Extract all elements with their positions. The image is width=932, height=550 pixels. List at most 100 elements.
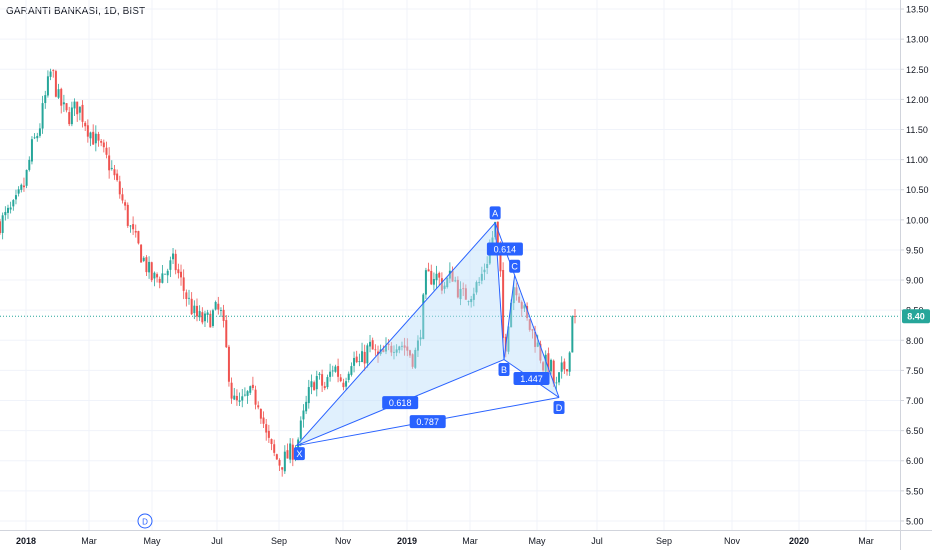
candle-body: [238, 400, 241, 402]
candle-up: [318, 372, 321, 380]
candle-down: [92, 124, 95, 145]
candle-body: [371, 340, 374, 350]
candle-down: [185, 289, 188, 307]
candle-body: [100, 140, 103, 143]
candle-body: [289, 443, 292, 460]
candle-up: [331, 365, 334, 377]
candle-body: [132, 224, 135, 230]
candle-body: [361, 351, 364, 362]
candle-down: [291, 438, 294, 467]
candle-body: [536, 342, 539, 347]
candle-up: [46, 70, 49, 98]
candle-body: [116, 173, 119, 181]
candle-body: [566, 369, 569, 372]
candle-body: [265, 424, 268, 433]
candle-body: [523, 305, 526, 309]
candle-up: [472, 287, 475, 307]
candle-up: [416, 335, 419, 357]
candle-up: [94, 125, 97, 152]
candle-body: [121, 194, 124, 201]
candle-body: [222, 309, 225, 321]
candle-body: [68, 112, 71, 125]
candle-up: [536, 334, 539, 348]
candle-down: [262, 411, 265, 429]
candle-body: [129, 225, 132, 227]
candle-up: [89, 131, 92, 147]
candle-body: [246, 391, 249, 396]
candle-up: [334, 364, 337, 373]
candle-body: [94, 133, 97, 144]
candle-body: [395, 349, 398, 353]
candle-body: [230, 382, 233, 399]
candle-body: [275, 454, 278, 460]
candle-down: [121, 187, 124, 204]
candle-body: [422, 294, 425, 339]
last-price-tag: [902, 309, 930, 324]
candle-body: [190, 298, 193, 315]
x-tick-label: Sep: [271, 536, 287, 546]
candle-down: [113, 165, 116, 180]
candle-up: [443, 281, 446, 294]
candle-up: [568, 351, 571, 376]
candle-body: [406, 346, 409, 351]
candle-body: [438, 272, 441, 278]
candle-body: [315, 376, 318, 390]
candle-down: [209, 310, 212, 328]
candle-up: [73, 98, 76, 116]
candle-body: [243, 394, 246, 396]
candle-body: [89, 132, 92, 139]
candle-down: [52, 69, 55, 78]
candle-body: [38, 128, 41, 136]
candle-down: [371, 337, 374, 350]
candle-down: [342, 378, 345, 391]
candle-body: [331, 370, 334, 372]
candle-body: [414, 349, 417, 368]
candle-body: [52, 70, 55, 71]
candle-down: [65, 103, 68, 113]
ratio-label-xab-box: [486, 242, 523, 256]
candle-body: [339, 377, 342, 382]
candle-body: [156, 274, 159, 278]
candle-up: [14, 189, 17, 205]
candle-down: [563, 358, 566, 374]
candle-down: [387, 339, 390, 351]
candle-up: [467, 300, 470, 306]
candle-up: [454, 276, 457, 283]
ratio-label-xb-box: [382, 396, 419, 410]
candle-body: [310, 381, 313, 388]
candle-body: [33, 137, 36, 139]
candle-down: [97, 131, 100, 147]
candle-down: [411, 353, 414, 369]
candle-up: [414, 347, 417, 370]
candle-body: [182, 277, 185, 291]
candle-body: [108, 155, 111, 171]
candle-up: [345, 377, 348, 391]
candle-up: [459, 281, 462, 306]
candle-body: [150, 262, 153, 281]
candle-body: [158, 278, 161, 283]
candle-down: [190, 292, 193, 316]
candle-body: [113, 169, 116, 176]
candle-up: [478, 277, 481, 286]
candle-up: [395, 344, 398, 357]
candle-body: [203, 313, 206, 322]
candle-down: [134, 224, 137, 238]
candle-body: [227, 346, 230, 382]
y-tick-label: 12.00: [906, 95, 929, 105]
x-tick-label: Mar: [81, 536, 97, 546]
candle-down: [156, 272, 159, 283]
point-d-label: D: [556, 403, 563, 413]
candle-body: [345, 381, 348, 387]
candle-body: [198, 311, 201, 318]
event-marker[interactable]: D: [137, 513, 153, 529]
candle-up: [211, 308, 214, 328]
x-tick-label: 2018: [16, 536, 36, 546]
candle-down: [438, 271, 441, 286]
candle-up: [523, 303, 526, 313]
candle-up: [558, 372, 561, 386]
candle-body: [502, 270, 505, 338]
candle-body: [353, 357, 356, 366]
candle-down: [225, 315, 228, 349]
candle-body: [440, 278, 443, 291]
